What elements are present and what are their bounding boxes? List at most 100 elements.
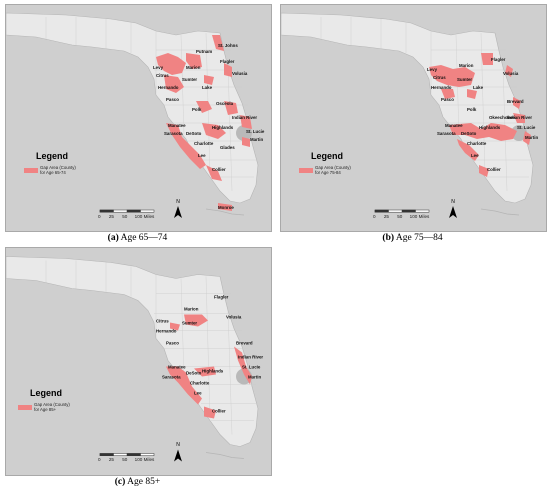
county-label: Marion — [184, 307, 199, 312]
legend-line: Gap Area (County) — [34, 402, 70, 407]
county-label: DeSoto — [461, 131, 477, 136]
county-label: DeSoto — [186, 371, 202, 376]
county-label: Glades — [220, 145, 235, 150]
county-label: Polk — [192, 107, 202, 112]
caption-text: Age 65—74 — [120, 233, 168, 243]
florida-map-b: Flagler Levy Marion Volusia Citrus Sumte… — [281, 12, 538, 216]
map-panel-c: Flagler Marion Volusia Citrus Sumter Her… — [5, 247, 272, 476]
county-label: St. Johns — [218, 43, 238, 48]
caption-c: (c) Age 85+ — [5, 477, 270, 487]
county-label: Lake — [202, 85, 213, 90]
legend-line: Gap Area (County) — [40, 165, 76, 170]
county-label: Volusia — [226, 315, 242, 320]
county-label: St. Lucie — [517, 125, 536, 130]
scale-tick: 25 — [108, 457, 114, 462]
caption-b: (b) Age 75—84 — [280, 233, 545, 243]
scale-labels: 0 25 50 100 Miles — [373, 214, 429, 219]
legend-swatch — [18, 405, 32, 410]
county-label: Hernando — [156, 329, 177, 334]
county-label: DeSoto — [186, 131, 202, 136]
county-label: Sumter — [457, 77, 472, 82]
caption-a: (a) Age 65—74 — [5, 233, 270, 243]
gap-areas — [429, 53, 531, 177]
county-label: Manatee — [168, 123, 186, 128]
legend-line: for Age 85+ — [34, 407, 57, 412]
legend-title: Legend — [30, 388, 63, 398]
gap-areas — [156, 35, 252, 211]
county-label: Sumter — [182, 321, 197, 326]
county-label: St. Lucie — [246, 129, 265, 134]
legend-title: Legend — [36, 151, 69, 161]
county-label: Charlotte — [190, 381, 210, 386]
legend-line: for Age 65-74 — [40, 170, 66, 175]
scale-labels: 0 25 50 100 Miles — [98, 214, 154, 219]
scale-tick: 25 — [108, 214, 114, 219]
county-label: Charlotte — [194, 141, 214, 146]
north-label: N — [176, 442, 180, 448]
scale-tick: 0 — [373, 214, 376, 219]
county-label: Lee — [471, 153, 479, 158]
county-label: Flagler — [491, 57, 506, 62]
county-label: Flagler — [214, 295, 229, 300]
county-label: Pasco — [166, 341, 179, 346]
county-label: Lee — [194, 391, 202, 396]
county-label: Hernando — [431, 85, 452, 90]
county-label: Volusia — [503, 71, 519, 76]
legend-text: Gap Area (County) for Age 75-84 — [315, 165, 351, 175]
county-label: Indian River — [232, 115, 257, 120]
lake-okeechobee — [511, 125, 527, 141]
county-label: Brevard — [236, 341, 253, 346]
scale-tick: 0 — [98, 457, 101, 462]
county-label: Sumter — [182, 77, 197, 82]
county-label: Sarasota — [164, 131, 183, 136]
county-label: Putnam — [196, 49, 212, 54]
county-label: Citrus — [433, 75, 446, 80]
county-grid — [45, 260, 258, 435]
county-label: Indian River — [507, 115, 532, 120]
legend-text: Gap Area (County) for Age 65-74 — [40, 165, 76, 175]
scale-tick: 50 — [397, 214, 403, 219]
scale-tick: 50 — [122, 457, 128, 462]
county-label: Martin — [525, 135, 538, 140]
scale-tick: 25 — [383, 214, 389, 219]
county-label: Pasco — [166, 97, 179, 102]
county-label: Sarasota — [162, 375, 181, 380]
florida-map-c: Flagler Marion Volusia Citrus Sumter Her… — [6, 256, 263, 459]
county-label: Monroe — [218, 205, 234, 210]
county-label: Volusia — [232, 71, 248, 76]
county-label: Okeechobee — [489, 115, 516, 120]
county-label: Brevard — [507, 99, 524, 104]
county-labels: Flagler Levy Marion Volusia Citrus Sumte… — [427, 57, 538, 172]
county-label: Highlands — [479, 125, 501, 130]
florida-land — [281, 12, 534, 216]
county-label: Hernando — [158, 85, 179, 90]
county-labels: Flagler Marion Volusia Citrus Sumter Her… — [156, 295, 263, 414]
county-label: Flagler — [220, 59, 235, 64]
county-label: Collier — [212, 167, 226, 172]
county-labels: St. Johns Putnam Flagler Levy Marion Vol… — [153, 43, 265, 210]
county-label: Levy — [153, 65, 164, 70]
scale-tick: 100 Miles — [409, 214, 430, 219]
county-label: Highlands — [212, 125, 234, 130]
county-label: Marion — [459, 63, 474, 68]
gap-areas — [166, 314, 252, 419]
legend-swatch — [24, 168, 38, 173]
scale-tick: 100 Miles — [134, 457, 155, 462]
county-label: Levy — [427, 67, 438, 72]
county-label: Collier — [487, 167, 501, 172]
caption-text: Age 85+ — [127, 477, 161, 487]
caption-text: Age 75—84 — [395, 233, 443, 243]
county-label: Martin — [248, 375, 261, 380]
map-panel-a: St. Johns Putnam Flagler Levy Marion Vol… — [5, 4, 272, 232]
county-label: Indian River — [238, 355, 263, 360]
county-label: Lake — [473, 85, 484, 90]
legend-swatch — [299, 168, 313, 173]
legend-line: for Age 75-84 — [315, 170, 341, 175]
county-label: Highlands — [202, 369, 224, 374]
caption-letter: (b) — [382, 233, 395, 243]
legend-line: Gap Area (County) — [315, 165, 351, 170]
scale-tick: 50 — [122, 214, 128, 219]
scale-tick: 100 Miles — [134, 214, 155, 219]
north-label: N — [451, 199, 455, 205]
county-label: Sarasota — [437, 131, 456, 136]
